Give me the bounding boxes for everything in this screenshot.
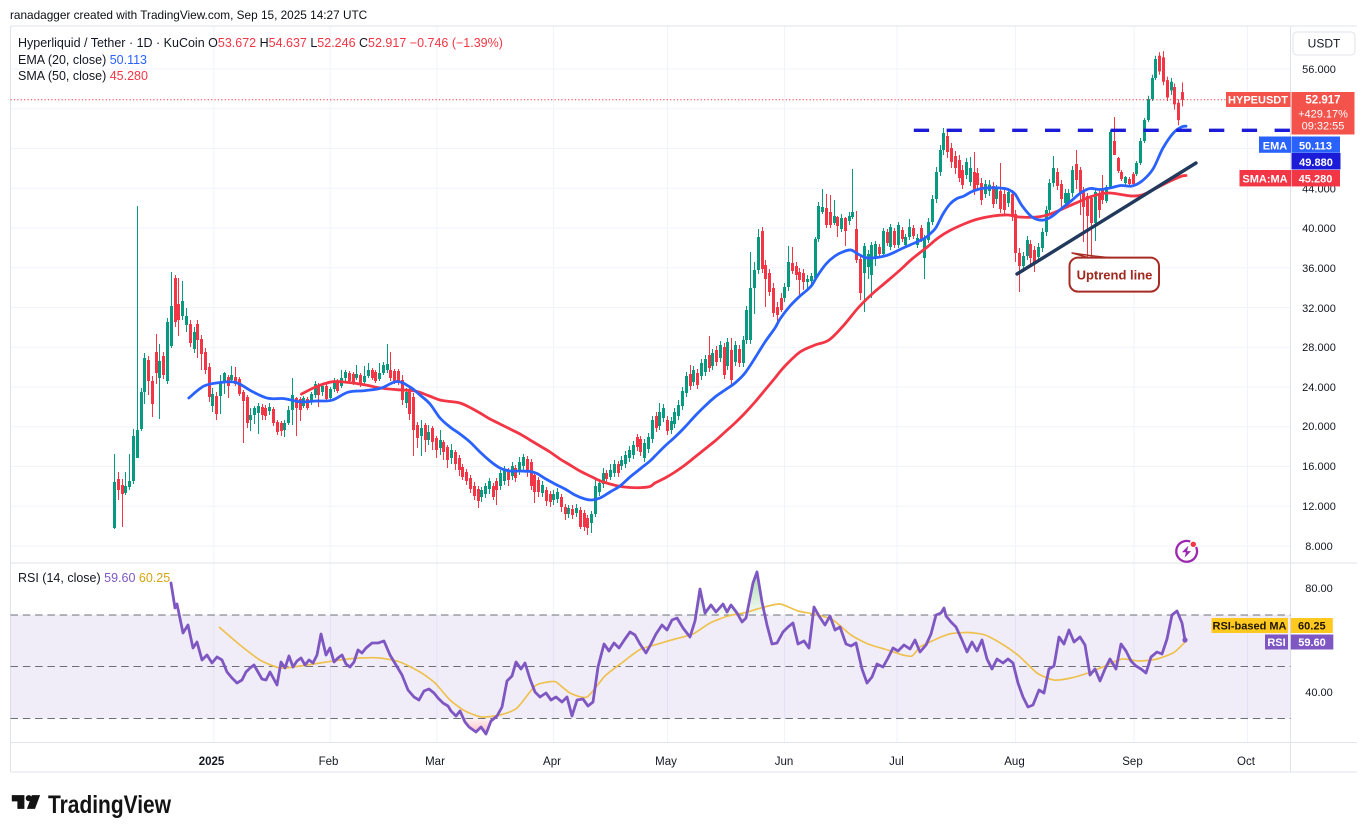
svg-text:50.113: 50.113 (1299, 140, 1332, 152)
svg-text:59.60: 59.60 (1298, 637, 1326, 649)
svg-text:40.000: 40.000 (1302, 223, 1336, 235)
svg-text:20.000: 20.000 (1302, 421, 1336, 433)
svg-text:May: May (655, 756, 677, 768)
svg-text:Aug: Aug (1004, 756, 1024, 768)
svg-text:Jun: Jun (775, 756, 794, 768)
svg-text:28.000: 28.000 (1302, 342, 1336, 354)
svg-text:USDT: USDT (1308, 37, 1341, 51)
svg-text:SMA:MA: SMA:MA (1242, 174, 1287, 186)
svg-text:24.000: 24.000 (1302, 382, 1336, 394)
svg-text:RSI-based MA: RSI-based MA (1213, 621, 1287, 633)
svg-text:Apr: Apr (543, 756, 561, 768)
svg-text:60.25: 60.25 (1298, 621, 1326, 633)
svg-text:40.00: 40.00 (1305, 687, 1333, 699)
svg-text:SMA (50, close) 45.280: SMA (50, close) 45.280 (18, 69, 148, 83)
svg-text:09:32:55: 09:32:55 (1302, 121, 1345, 133)
svg-text:EMA: EMA (1263, 140, 1288, 152)
svg-text:Jul: Jul (889, 756, 904, 768)
svg-text:Uptrend line: Uptrend line (1077, 268, 1153, 283)
svg-text:Oct: Oct (1237, 756, 1256, 768)
svg-text:36.000: 36.000 (1302, 263, 1336, 275)
svg-text:32.000: 32.000 (1302, 303, 1336, 315)
svg-text:Mar: Mar (425, 756, 445, 768)
svg-text:RSI (14, close) 59.60 60.25: RSI (14, close) 59.60 60.25 (18, 571, 170, 585)
svg-text:Hyperliquid / Tether · 1D · Ku: Hyperliquid / Tether · 1D · KuCoin O53.6… (18, 36, 503, 50)
svg-text:2025: 2025 (199, 756, 225, 768)
svg-text:52.917: 52.917 (1305, 95, 1340, 107)
svg-text:80.00: 80.00 (1305, 583, 1333, 595)
svg-text:49.880: 49.880 (1299, 157, 1333, 169)
svg-text:Feb: Feb (319, 756, 339, 768)
svg-text:TradingView: TradingView (48, 791, 171, 819)
svg-text:ranadagger created with Tradin: ranadagger created with TradingView.com,… (10, 8, 368, 22)
svg-text:Sep: Sep (1122, 756, 1142, 768)
svg-text:45.280: 45.280 (1299, 174, 1333, 186)
svg-text:+429.17%: +429.17% (1298, 109, 1348, 121)
svg-text:12.000: 12.000 (1302, 501, 1336, 513)
svg-text:16.000: 16.000 (1302, 461, 1336, 473)
svg-text:HYPEUSDT: HYPEUSDT (1228, 95, 1288, 107)
svg-text:56.000: 56.000 (1302, 64, 1336, 76)
svg-text:8.000: 8.000 (1305, 541, 1333, 553)
svg-text:RSI: RSI (1267, 637, 1285, 649)
svg-text:EMA (20, close) 50.113: EMA (20, close) 50.113 (18, 53, 147, 67)
